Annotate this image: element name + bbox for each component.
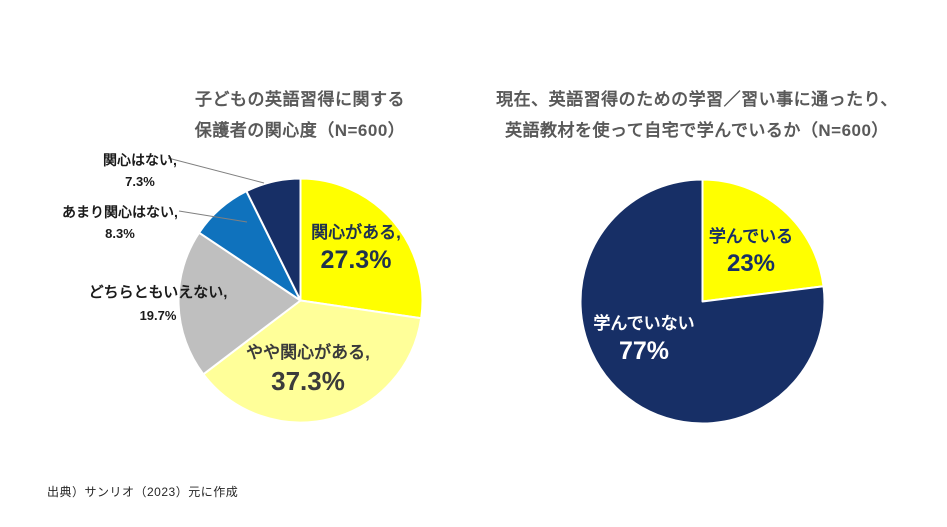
label-not-interested-value: 7.3%: [125, 174, 155, 189]
label-learning-value: 23%: [726, 250, 776, 277]
left-chart-title-line2: 保護者の関心度（N=600）: [194, 121, 406, 140]
pie-slice-学んでいる: [701, 178, 825, 303]
right-chart-title-line2: 英語教材を使って自宅で学んでいるか（N=600）: [505, 121, 889, 140]
pie-slice-関心はない: [245, 177, 302, 302]
source-note: 出典）サンリオ（2023）元に作成: [47, 485, 239, 499]
label-not-learning-name: 学んでいない: [593, 314, 695, 333]
label-somewhat-interested-name: やや関心がある,: [246, 343, 370, 362]
label-not-interested-name: 関心はない,: [103, 152, 177, 168]
label-neither: どちらともいえない, 19.7%: [82, 281, 234, 328]
pie-slice-どちらともいえない: [177, 231, 302, 376]
label-not-very-interested-name: あまり関心はない,: [62, 204, 178, 220]
label-learning-name: 学んでいる: [708, 227, 794, 246]
label-neither-name: どちらともいえない,: [88, 284, 228, 301]
label-not-interested: 関心はない, 7.3%: [88, 150, 192, 192]
label-somewhat-interested-value: 37.3%: [271, 366, 345, 396]
pie-slice-学んでいない: [579, 178, 826, 425]
label-learning: 学んでいる 23%: [695, 225, 807, 279]
right-pie-chart: [579, 178, 826, 425]
label-not-learning-value: 77%: [618, 337, 670, 365]
label-interested: 関心がある, 27.3%: [295, 221, 417, 275]
pie-slice-関心がある: [299, 177, 424, 320]
label-interested-name: 関心がある,: [311, 223, 401, 242]
left-chart-title: 子どもの英語習得に関する 保護者の関心度（N=600）: [150, 84, 450, 146]
label-not-learning: 学んでいない 77%: [583, 312, 705, 366]
label-interested-value: 27.3%: [320, 246, 392, 274]
label-not-very-interested: あまり関心はない, 8.3%: [62, 202, 178, 245]
left-chart-title-line1: 子どもの英語習得に関する: [195, 90, 405, 109]
label-not-very-interested-value: 8.3%: [105, 226, 135, 241]
pie-slice-やや関心がある: [202, 299, 423, 424]
label-somewhat-interested: やや関心がある, 37.3%: [238, 341, 378, 397]
label-neither-value: 19.7%: [139, 308, 177, 323]
right-chart-title: 現在、英語習得のための学習／習い事に通ったり、 英語教材を使って自宅で学んでいる…: [478, 84, 916, 146]
left-pie-chart: [177, 177, 424, 424]
right-chart-title-line1: 現在、英語習得のための学習／習い事に通ったり、: [496, 90, 898, 109]
